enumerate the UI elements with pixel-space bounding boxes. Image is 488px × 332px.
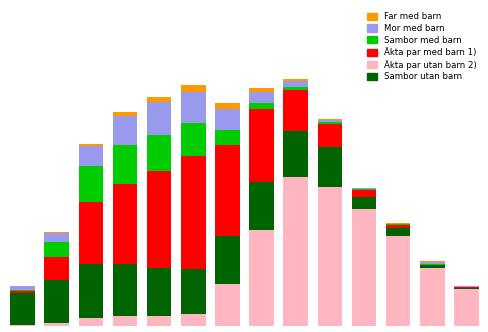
- Bar: [181, 156, 205, 269]
- Bar: [249, 230, 273, 326]
- Bar: [419, 262, 444, 264]
- Bar: [44, 233, 69, 242]
- Bar: [44, 257, 69, 281]
- Bar: [181, 92, 205, 123]
- Bar: [113, 184, 137, 264]
- Bar: [215, 109, 239, 129]
- Bar: [146, 316, 171, 326]
- Bar: [283, 90, 307, 131]
- Bar: [113, 316, 137, 326]
- Bar: [419, 266, 444, 268]
- Bar: [453, 286, 478, 287]
- Bar: [317, 147, 342, 187]
- Bar: [146, 102, 171, 135]
- Bar: [181, 123, 205, 156]
- Bar: [317, 124, 342, 147]
- Bar: [249, 92, 273, 104]
- Bar: [79, 264, 103, 318]
- Bar: [44, 242, 69, 257]
- Bar: [10, 290, 35, 293]
- Bar: [317, 120, 342, 121]
- Bar: [283, 87, 307, 90]
- Bar: [351, 188, 375, 189]
- Bar: [113, 264, 137, 316]
- Bar: [317, 121, 342, 123]
- Bar: [10, 286, 35, 290]
- Bar: [215, 284, 239, 326]
- Bar: [317, 123, 342, 124]
- Bar: [10, 293, 35, 325]
- Bar: [283, 131, 307, 177]
- Bar: [79, 203, 103, 264]
- Bar: [283, 81, 307, 87]
- Bar: [283, 79, 307, 81]
- Bar: [215, 129, 239, 145]
- Bar: [10, 325, 35, 326]
- Bar: [44, 281, 69, 323]
- Bar: [79, 318, 103, 326]
- Bar: [385, 235, 409, 326]
- Bar: [385, 227, 409, 235]
- Bar: [419, 265, 444, 266]
- Bar: [317, 187, 342, 326]
- Bar: [215, 235, 239, 284]
- Bar: [181, 85, 205, 92]
- Bar: [146, 171, 171, 268]
- Bar: [146, 135, 171, 171]
- Bar: [79, 166, 103, 203]
- Bar: [215, 145, 239, 235]
- Bar: [113, 116, 137, 145]
- Bar: [181, 269, 205, 314]
- Legend: Far med barn, Mor med barn, Sambor med barn, Äkta par med barn 1), Äkta par utan: Far med barn, Mor med barn, Sambor med b…: [364, 10, 478, 84]
- Bar: [249, 182, 273, 230]
- Bar: [249, 88, 273, 92]
- Bar: [146, 97, 171, 102]
- Bar: [453, 288, 478, 289]
- Bar: [351, 209, 375, 326]
- Bar: [249, 109, 273, 182]
- Bar: [79, 144, 103, 146]
- Bar: [79, 146, 103, 166]
- Bar: [181, 314, 205, 326]
- Bar: [385, 223, 409, 224]
- Bar: [146, 268, 171, 316]
- Bar: [453, 287, 478, 288]
- Bar: [283, 177, 307, 326]
- Bar: [385, 224, 409, 227]
- Bar: [351, 189, 375, 190]
- Bar: [351, 197, 375, 209]
- Bar: [113, 145, 137, 184]
- Bar: [249, 104, 273, 109]
- Bar: [351, 190, 375, 197]
- Bar: [113, 112, 137, 116]
- Bar: [44, 323, 69, 326]
- Bar: [419, 268, 444, 326]
- Bar: [215, 104, 239, 109]
- Bar: [453, 289, 478, 326]
- Bar: [419, 261, 444, 262]
- Bar: [44, 232, 69, 233]
